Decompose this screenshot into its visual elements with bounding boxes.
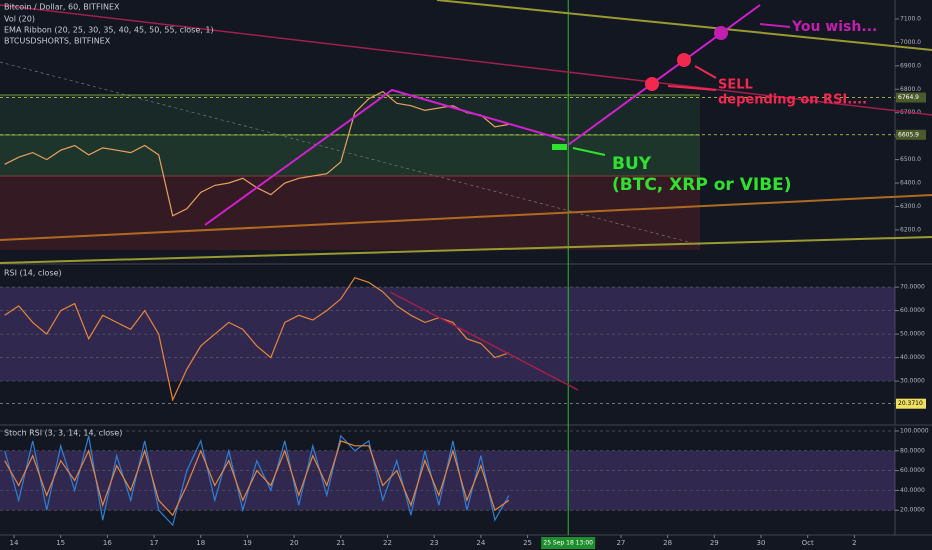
annotation: SELL [718, 78, 753, 93]
x-tick-label: 30 [757, 539, 766, 547]
x-tick-label: 16 [103, 539, 112, 547]
y-tick-label: 50.0000 [900, 331, 925, 338]
x-tick-label: 15 [56, 539, 65, 547]
y-tick-label: 6800.0 [900, 86, 921, 93]
line-series [4, 440, 510, 517]
price-tag [896, 398, 926, 409]
annotation: depending on RSI.... [718, 93, 867, 108]
price-tag [896, 129, 926, 140]
arrow [572, 147, 606, 156]
x-tick-label: 21 [336, 539, 345, 547]
chart-title: Bitcoin / Dollar, 60, BITFINEX [4, 3, 120, 12]
trend-line [0, 236, 932, 264]
wish-marker [714, 26, 728, 40]
sell-marker [645, 77, 659, 91]
trend-line [0, 4, 932, 116]
y-tick-label: 60.0000 [900, 467, 925, 474]
indicator-label: BTCUSDSHORTS, BITFINEX [4, 37, 111, 46]
x-tick-label: 25 [523, 539, 532, 547]
y-tick-label: 100.0000 [900, 427, 929, 434]
arrow [759, 23, 791, 28]
path-drawing [567, 4, 761, 146]
x-tick-label: 24 [476, 539, 485, 547]
y-tick-label: 6900.0 [900, 62, 921, 69]
x-tick-label: 22 [383, 539, 392, 547]
x-tick-label: 28 [663, 539, 672, 547]
zone [0, 176, 700, 250]
annotation: (BTC, XRP or VIBE) [612, 175, 792, 195]
y-tick-label: 20.0000 [900, 507, 925, 514]
x-tick-label: Oct [802, 539, 814, 547]
y-tick-label: 70.0000 [900, 284, 925, 291]
y-tick-label: 80.0000 [900, 447, 925, 454]
y-tick-label: 7100.0 [900, 15, 921, 22]
price-tag [896, 92, 926, 103]
indicator-label: EMA Ribbon (20, 25, 30, 35, 40, 45, 50, … [4, 26, 214, 35]
x-tick-label: 17 [150, 539, 159, 547]
price-tag-label: 6764.9 [898, 94, 919, 101]
price-tag-label: 6605.9 [898, 131, 919, 138]
y-tick-label: 30.0000 [900, 378, 925, 385]
y-tick-label: 6500.0 [900, 156, 921, 163]
y-tick-label: 40.0000 [900, 487, 925, 494]
y-tick-label: 6200.0 [900, 226, 921, 233]
path-drawing [204, 88, 566, 226]
buy-marker [552, 144, 567, 150]
price-tag-label: 20.3710 [898, 400, 923, 407]
y-tick-label: 6400.0 [900, 180, 921, 187]
arrow [667, 85, 717, 91]
trend-line [389, 291, 579, 391]
x-tick-label: 18 [196, 539, 205, 547]
y-tick-label: 7000.0 [900, 39, 921, 46]
line-series [4, 434, 510, 527]
annotation: You wish... [791, 19, 877, 35]
pane-title: Stoch RSI (3, 3, 14, 14, close) [4, 429, 122, 438]
y-tick-label: 60.0000 [900, 307, 925, 314]
line-series [4, 276, 510, 402]
cursor-label: 25 Sep 18 13:00 [543, 540, 593, 547]
trend-line [436, 0, 932, 51]
cursor-tag [541, 537, 596, 549]
y-tick-label: 40.0000 [900, 354, 925, 361]
zone [0, 135, 700, 176]
x-tick-label: 19 [243, 539, 252, 547]
x-tick-label: 20 [290, 539, 299, 547]
x-tick-label: 14 [10, 539, 19, 547]
arrow [694, 65, 717, 79]
trend-line [0, 61, 701, 246]
x-tick-label: 2 [852, 539, 856, 547]
x-tick-label: 23 [430, 539, 439, 547]
sell-marker [677, 53, 691, 67]
pane-title: RSI (14, close) [4, 269, 62, 278]
x-tick-label: 27 [616, 539, 625, 547]
indicator-label: Vol (20) [4, 15, 35, 24]
trend-line [0, 194, 932, 241]
x-tick-label: 29 [710, 539, 719, 547]
annotation: BUY [612, 154, 652, 174]
y-tick-label: 6300.0 [900, 203, 921, 210]
